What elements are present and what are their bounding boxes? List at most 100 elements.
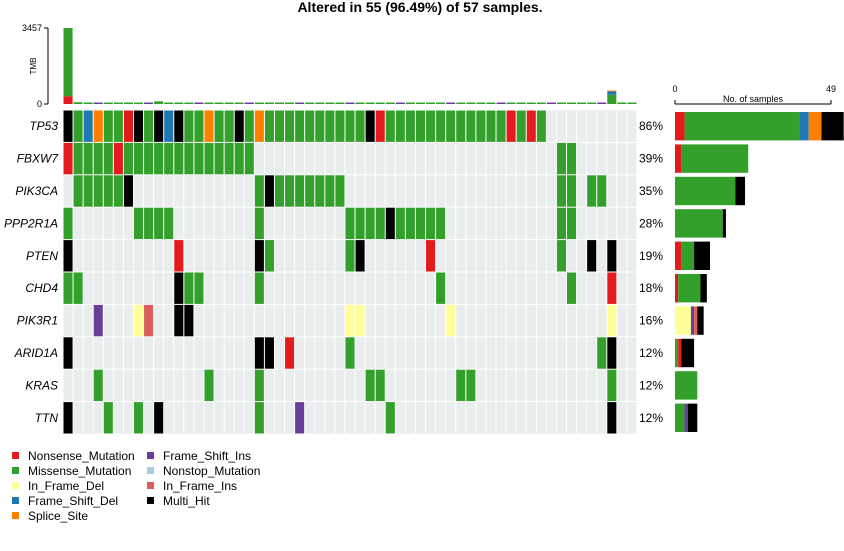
matrix-cell-TP53-43 — [486, 110, 496, 142]
matrix-cell-TTN-54 — [597, 402, 607, 434]
matrix-cell-CHD4-16 — [214, 272, 224, 304]
matrix-cell-FBXW7-17 — [224, 142, 234, 175]
samples-bar-PIK3CA-part-2 — [735, 176, 746, 206]
matrix-cell-PPP2R1A-49 — [546, 207, 556, 240]
matrix-cell-PIK3R1-8 — [133, 304, 144, 337]
matrix-cell-PTEN-5 — [103, 240, 113, 272]
matrix-cell-TTN-18 — [234, 402, 244, 434]
matrix-cell-TP53-31 — [365, 110, 375, 142]
matrix-cell-TP53-29 — [345, 110, 355, 142]
samples-bar-PTEN-part-1 — [675, 241, 682, 270]
matrix-cell-PIK3R1-43 — [486, 304, 496, 337]
matrix-cell-PIK3R1-20 — [254, 304, 264, 337]
matrix-cell-PTEN-31 — [365, 240, 375, 272]
matrix-cell-TTN-15 — [204, 402, 214, 434]
matrix-cell-FBXW7-13 — [184, 142, 194, 175]
tmb-bar-23 — [285, 102, 295, 104]
matrix-cell-ARID1A-10 — [154, 337, 164, 369]
matrix-cell-ARID1A-34 — [395, 337, 405, 369]
matrix-cell-TTN-35 — [405, 402, 415, 434]
matrix-cell-PIK3CA-40 — [456, 175, 466, 207]
matrix-cell-CHD4-31 — [365, 272, 375, 304]
legend-swatch-6 — [147, 452, 154, 459]
matrix-cell-CHD4-52 — [577, 272, 587, 304]
matrix-cell-CHD4-38 — [436, 272, 446, 304]
matrix-cell-TP53-30 — [355, 110, 365, 142]
tmb-bar-12 — [174, 102, 184, 104]
matrix-cell-KRAS-19 — [244, 369, 254, 402]
matrix-cell-FBXW7-36 — [415, 142, 426, 175]
matrix-cell-FBXW7-54 — [597, 142, 607, 175]
matrix-cell-KRAS-41 — [466, 369, 476, 402]
matrix-cell-PIK3CA-44 — [496, 175, 506, 207]
matrix-cell-CHD4-2 — [73, 272, 83, 304]
matrix-cell-ARID1A-51 — [567, 337, 577, 369]
matrix-cell-TTN-21 — [264, 402, 274, 434]
matrix-cell-PPP2R1A-31 — [365, 207, 375, 240]
matrix-cell-TTN-1 — [63, 402, 73, 434]
matrix-cell-FBXW7-16 — [214, 142, 224, 175]
matrix-cell-PIK3R1-27 — [325, 304, 335, 337]
matrix-cell-PPP2R1A-9 — [144, 207, 154, 240]
mutation-matrix — [63, 110, 637, 434]
matrix-cell-PTEN-43 — [486, 240, 496, 272]
matrix-cell-TTN-29 — [345, 402, 355, 434]
samples-bar-CHD4-part-3 — [700, 274, 707, 303]
samples-bar-PIK3R1-part-3 — [694, 306, 698, 335]
samples-bar-TTN-part-2 — [684, 403, 688, 432]
matrix-cell-FBXW7-22 — [274, 142, 285, 175]
matrix-cell-FBXW7-12 — [174, 142, 184, 175]
matrix-cell-CHD4-21 — [264, 272, 274, 304]
matrix-cell-PIK3CA-30 — [355, 175, 365, 207]
matrix-cell-CHD4-29 — [345, 272, 355, 304]
matrix-cell-PTEN-38 — [436, 240, 446, 272]
matrix-cell-PIK3CA-3 — [83, 175, 93, 207]
matrix-cell-PIK3CA-48 — [536, 175, 546, 207]
matrix-cell-PTEN-10 — [154, 240, 164, 272]
matrix-cell-PIK3R1-36 — [415, 304, 426, 337]
matrix-cell-FBXW7-57 — [627, 142, 637, 175]
matrix-cell-PIK3CA-24 — [295, 175, 305, 207]
matrix-cell-TTN-28 — [335, 402, 345, 434]
matrix-cell-FBXW7-20 — [254, 142, 264, 175]
matrix-cell-PIK3R1-7 — [123, 304, 133, 337]
matrix-cell-ARID1A-28 — [335, 337, 345, 369]
gene-label-PIK3R1: PIK3R1 — [17, 314, 58, 328]
matrix-cell-PIK3CA-33 — [385, 175, 395, 207]
matrix-cell-PIK3R1-47 — [526, 304, 536, 337]
matrix-cell-PIK3CA-43 — [486, 175, 496, 207]
tmb-bar-36 — [415, 102, 426, 104]
matrix-cell-TP53-26 — [315, 110, 325, 142]
matrix-cell-PIK3R1-31 — [365, 304, 375, 337]
matrix-cell-CHD4-9 — [144, 272, 154, 304]
matrix-cell-CHD4-39 — [446, 272, 456, 304]
tmb-bar-29 — [345, 102, 355, 104]
percent-label-PIK3R1: 16% — [639, 314, 663, 328]
matrix-cell-CHD4-24 — [295, 272, 305, 304]
matrix-cell-TTN-4 — [93, 402, 103, 434]
matrix-cell-FBXW7-34 — [395, 142, 405, 175]
matrix-cell-PTEN-51 — [567, 240, 577, 272]
matrix-cell-PIK3R1-2 — [73, 304, 83, 337]
legend-swatch-1 — [12, 452, 19, 459]
matrix-cell-PIK3R1-10 — [154, 304, 164, 337]
matrix-cell-PIK3CA-1 — [63, 175, 73, 207]
matrix-cell-PPP2R1A-24 — [295, 207, 305, 240]
matrix-cell-PPP2R1A-43 — [486, 207, 496, 240]
matrix-cell-PPP2R1A-53 — [587, 207, 597, 240]
matrix-cell-PPP2R1A-23 — [285, 207, 295, 240]
matrix-cell-TP53-27 — [325, 110, 335, 142]
matrix-cell-CHD4-49 — [546, 272, 556, 304]
matrix-cell-PIK3R1-54 — [597, 304, 607, 337]
matrix-cell-TP53-53 — [587, 110, 597, 142]
matrix-cell-PIK3R1-39 — [446, 304, 456, 337]
matrix-cell-CHD4-10 — [154, 272, 164, 304]
matrix-cell-TP53-51 — [567, 110, 577, 142]
percent-label-TTN: 12% — [639, 411, 663, 425]
matrix-cell-ARID1A-41 — [466, 337, 476, 369]
chart-title: Altered in 55 (96.49%) of 57 samples. — [297, 0, 542, 15]
matrix-cell-PPP2R1A-13 — [184, 207, 194, 240]
tmb-bar-19 — [244, 102, 254, 104]
matrix-cell-PIK3R1-42 — [476, 304, 486, 337]
matrix-cell-PTEN-2 — [73, 240, 83, 272]
